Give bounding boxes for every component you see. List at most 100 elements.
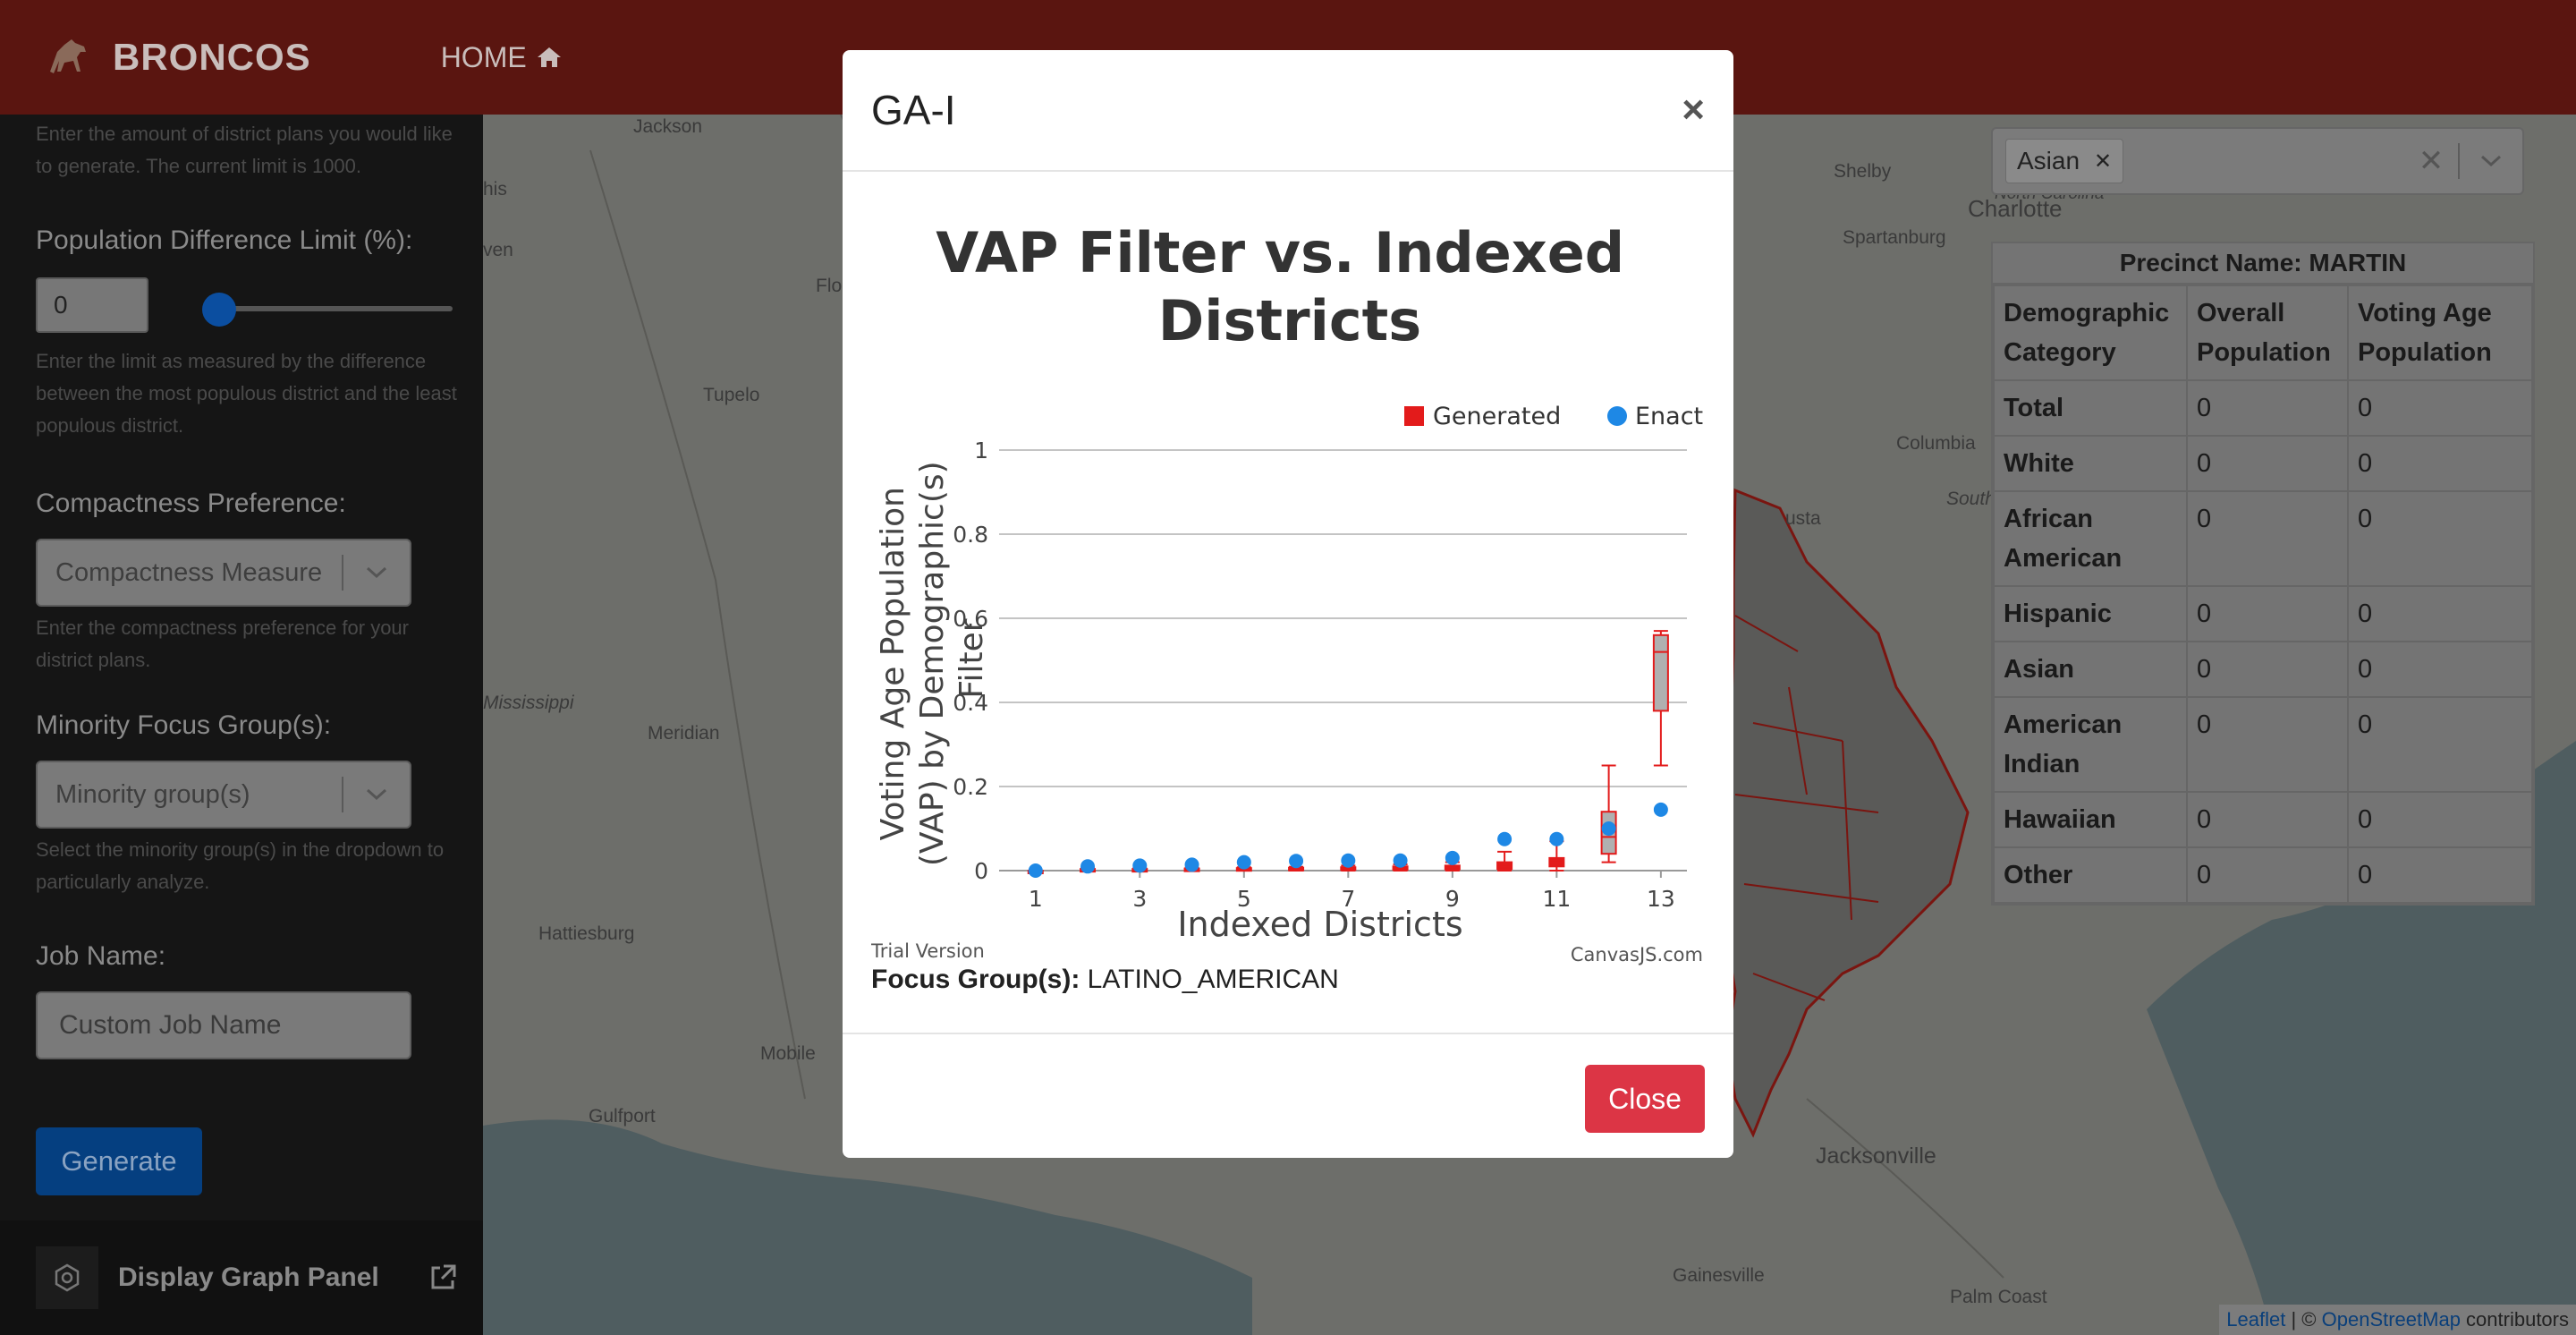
- chart-y-ticks: 0 0.2 0.4 0.6 0.8 1: [953, 438, 988, 884]
- population-limit-input[interactable]: 0: [36, 277, 148, 333]
- legend-marker-enacted: [1607, 406, 1627, 426]
- table-cell-category: Asian: [1993, 641, 2188, 698]
- enacted-point: [1080, 859, 1096, 874]
- x-tick-label: 11: [1542, 886, 1571, 912]
- table-cell-vap: 0: [2347, 641, 2533, 698]
- table-row: Total 0 0: [1993, 379, 2533, 437]
- enacted-point: [1445, 850, 1460, 865]
- population-limit-label: Population Difference Limit (%):: [36, 225, 413, 255]
- select-separator: [342, 555, 343, 591]
- generate-button[interactable]: Generate: [36, 1127, 202, 1195]
- enacted-point: [1289, 854, 1304, 869]
- map-label: Mississippi: [483, 693, 574, 713]
- modal-footer: Close: [843, 1033, 1733, 1158]
- table-cell-overall: 0: [2186, 696, 2349, 793]
- legend-label-generated: Generated: [1433, 403, 1561, 430]
- y-axis-label-line: (VAP) by Demographic(s): [914, 461, 951, 866]
- legend-marker-generated: [1404, 406, 1424, 426]
- table-row: Other 0 0: [1993, 846, 2533, 904]
- x-axis-label: Indexed Districts: [1177, 905, 1462, 944]
- chart-modal: GA-I × VAP Filter vs. Indexed Districts …: [843, 50, 1733, 1158]
- map-label: Mobile: [760, 1043, 816, 1064]
- map-label: Hattiesburg: [538, 923, 635, 944]
- enacted-point: [1601, 821, 1616, 836]
- x-tick-label: 3: [1132, 886, 1147, 912]
- enacted-point: [1393, 853, 1408, 868]
- nav-home-label: HOME: [440, 40, 527, 73]
- map-label: Gulfport: [589, 1106, 656, 1127]
- y-tick-label: 0: [974, 858, 988, 884]
- map-label: his: [483, 179, 507, 200]
- focus-group-label: Focus Group(s):: [871, 965, 1080, 994]
- table-row: American Indian 0 0: [1993, 696, 2533, 793]
- map-label: Jacksonville: [1816, 1144, 1936, 1169]
- nav-home-link[interactable]: HOME: [441, 41, 563, 74]
- enacted-series: [1028, 802, 1668, 878]
- population-limit-slider-track[interactable]: [218, 306, 453, 311]
- table-cell-category: Other: [1993, 846, 2188, 904]
- trial-watermark: Trial Version: [871, 940, 985, 962]
- enacted-point: [1132, 858, 1148, 873]
- graph-panel-toggle[interactable]: Display Graph Panel: [0, 1220, 483, 1335]
- modal-header: GA-I ×: [843, 50, 1733, 172]
- table-header: Voting Age Population: [2347, 285, 2533, 381]
- select-separator: [342, 777, 343, 812]
- close-icon[interactable]: ×: [1682, 88, 1705, 132]
- remove-tag-icon[interactable]: ✕: [2094, 149, 2113, 174]
- minority-select[interactable]: Minority group(s): [36, 761, 411, 829]
- table-cell-category: American Indian: [1993, 696, 2188, 793]
- table-cell-category: African American: [1993, 490, 2188, 587]
- demographic-filter-select[interactable]: Asian ✕ ✕: [1991, 127, 2524, 195]
- brand-name: BRONCOS: [113, 36, 311, 78]
- focus-group-value: LATINO_AMERICAN: [1087, 965, 1339, 994]
- map-label: Meridian: [648, 723, 720, 744]
- external-link-icon[interactable]: [428, 1263, 458, 1293]
- enacted-point: [1028, 863, 1043, 878]
- population-limit-slider-thumb[interactable]: [202, 293, 236, 327]
- table-cell-overall: 0: [2186, 846, 2349, 904]
- chart-title: VAP Filter vs. Indexed Districts: [936, 220, 1644, 353]
- legend-label-enacted: Enacted: [1635, 403, 1703, 430]
- table-cell-vap: 0: [2347, 379, 2533, 437]
- x-tick-label: 9: [1445, 886, 1460, 912]
- table-header: Overall Population: [2186, 285, 2349, 381]
- chevron-down-icon[interactable]: [2460, 154, 2522, 168]
- table-header: Demographic Category: [1993, 285, 2188, 381]
- home-icon: [537, 47, 561, 67]
- compactness-select[interactable]: Compactness Measure: [36, 539, 411, 607]
- job-name-input[interactable]: Custom Job Name: [36, 991, 411, 1059]
- brand[interactable]: BRONCOS: [45, 32, 311, 82]
- chart-gridlines: [999, 449, 1687, 872]
- leaflet-link[interactable]: Leaflet: [2226, 1308, 2286, 1331]
- minority-help-text: Select the minority group(s) in the drop…: [36, 838, 445, 893]
- chart-credit[interactable]: CanvasJS.com: [1571, 944, 1703, 965]
- map-label: Jackson: [633, 116, 703, 137]
- demographic-filter-tag[interactable]: Asian ✕: [2005, 139, 2124, 183]
- map-label: Palm Coast: [1950, 1287, 2047, 1307]
- precinct-table: Demographic Category Overall Population …: [1993, 285, 2533, 904]
- vap-chart: VAP Filter vs. Indexed Districts Generat…: [871, 220, 1703, 965]
- generated-box: [1652, 630, 1669, 767]
- chart-legend: Generated Enacted: [1404, 403, 1703, 430]
- chart-title-line: VAP Filter vs. Indexed: [936, 220, 1624, 285]
- y-tick-label: 0.4: [953, 690, 988, 716]
- map-label: Columbia: [1896, 433, 1976, 454]
- table-cell-overall: 0: [2186, 641, 2349, 698]
- box-body: [1652, 633, 1669, 712]
- enacted-point: [1341, 853, 1356, 868]
- osm-link[interactable]: OpenStreetMap: [2321, 1308, 2461, 1331]
- minority-label: Minority Focus Group(s):: [36, 710, 332, 740]
- map-label: Shelby: [1834, 161, 1892, 182]
- population-help-text: Enter the limit as measured by the diffe…: [36, 350, 457, 437]
- clear-icon[interactable]: ✕: [2418, 144, 2445, 178]
- chevron-down-icon[interactable]: [343, 565, 410, 580]
- close-button[interactable]: Close: [1585, 1065, 1705, 1133]
- x-tick-label: 13: [1647, 886, 1675, 912]
- table-cell-vap: 0: [2347, 490, 2533, 587]
- chevron-down-icon[interactable]: [343, 787, 410, 802]
- y-axis-label-line: Voting Age Population: [875, 487, 911, 840]
- enacted-point: [1653, 802, 1668, 817]
- map-label: Tupelo: [703, 385, 760, 405]
- y-axis-label-line: Filter: [953, 618, 990, 698]
- plans-help-text: Enter the amount of district plans you w…: [36, 123, 453, 177]
